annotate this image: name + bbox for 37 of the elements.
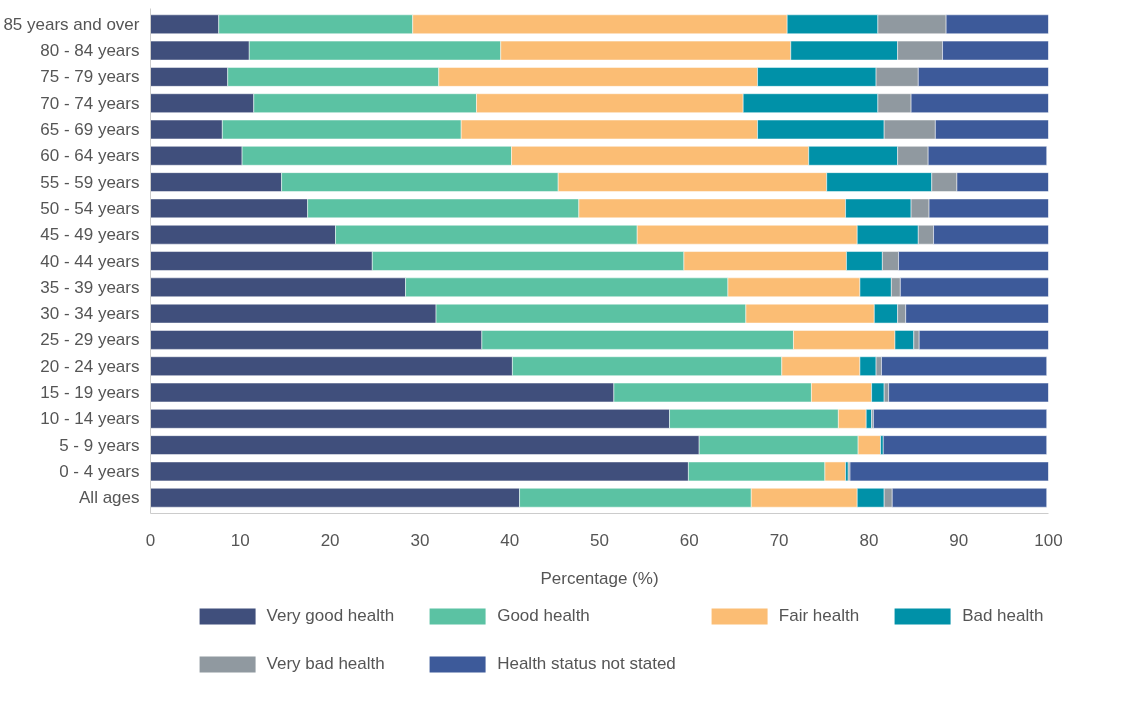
x-tick-label: 10 (230, 530, 250, 550)
y-tick-label: 25 - 29 years (40, 330, 140, 350)
y-tick-label: 10 - 14 years (40, 409, 140, 429)
x-tick-label: 70 (769, 530, 789, 550)
legend-label: Bad health (962, 606, 1044, 626)
y-tick-label: 0 - 4 years (59, 461, 140, 481)
x-axis-title: Percentage (%) (540, 568, 659, 588)
x-tick-label: 20 (320, 530, 340, 550)
x-tick-label: 100 (1034, 530, 1063, 550)
y-tick-label: 40 - 44 years (40, 251, 140, 271)
x-tick-label: 80 (859, 530, 879, 550)
x-tick-label: 30 (410, 530, 430, 550)
y-tick-label: 35 - 39 years (40, 277, 140, 297)
y-tick-label: 50 - 54 years (40, 198, 140, 218)
x-tick-label: 90 (949, 530, 969, 550)
y-tick-label: 55 - 59 years (40, 172, 140, 192)
x-tick-label: 50 (590, 530, 609, 550)
x-tick-label: 0 (145, 530, 156, 550)
y-tick-label: 20 - 24 years (40, 356, 140, 376)
y-tick-label: 65 - 69 years (40, 119, 140, 139)
y-tick-label: 70 - 74 years (40, 93, 140, 113)
legend-label: Very bad health (266, 654, 385, 674)
x-tick-label: 40 (500, 530, 520, 550)
y-tick-label: 15 - 19 years (40, 383, 140, 403)
y-tick-label: All ages (79, 488, 140, 508)
legend-label: Very good health (266, 606, 395, 626)
legend-label: Health status not stated (497, 654, 676, 674)
y-tick-label: 45 - 49 years (40, 225, 140, 245)
legend-label: Good health (497, 606, 590, 626)
legend-label: Fair health (778, 606, 860, 626)
x-tick-label: 60 (679, 530, 699, 550)
y-tick-label: 60 - 64 years (40, 146, 140, 166)
y-tick-label: 75 - 79 years (40, 67, 140, 87)
y-tick-label: 80 - 84 years (40, 41, 140, 61)
y-tick-label: 5 - 9 years (59, 435, 140, 455)
y-tick-label: 30 - 34 years (40, 304, 140, 324)
y-tick-label: 85 years and over (3, 14, 140, 34)
